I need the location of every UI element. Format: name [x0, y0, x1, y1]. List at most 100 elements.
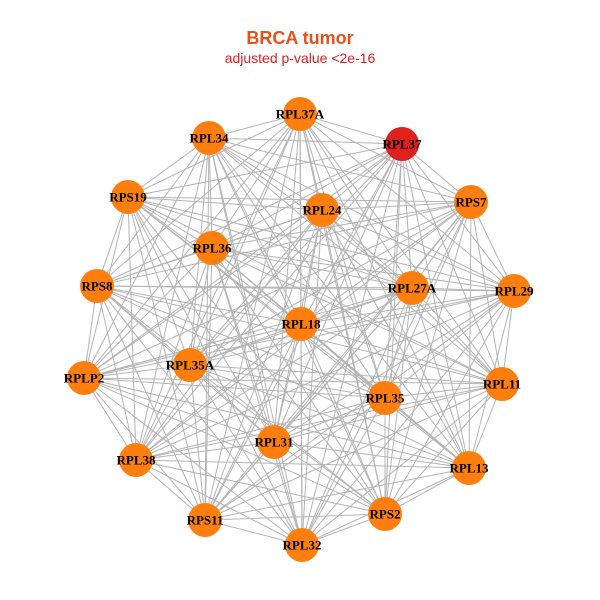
node-rps8[interactable]: RPS8 — [80, 269, 114, 303]
node-circle — [497, 274, 531, 308]
edge — [384, 290, 515, 515]
node-rps2[interactable]: RPS2 — [368, 497, 402, 531]
node-circle — [283, 97, 317, 131]
edge — [208, 137, 503, 385]
node-circle — [305, 193, 339, 227]
edge — [189, 364, 303, 546]
edge — [204, 323, 302, 521]
node-rpl11[interactable]: RPL11 — [483, 367, 521, 401]
edge — [96, 285, 515, 292]
edge — [401, 143, 470, 469]
edge — [83, 137, 210, 379]
node-rpl29[interactable]: RPL29 — [495, 274, 535, 308]
edge — [96, 285, 303, 546]
edge — [189, 364, 503, 385]
node-rps11[interactable]: RPS11 — [187, 503, 224, 537]
node-rpl37[interactable]: RPL37 — [383, 127, 423, 161]
edge — [96, 285, 386, 515]
edge — [83, 287, 413, 379]
node-label: RPL27A — [388, 281, 437, 296]
node-rpl24[interactable]: RPL24 — [303, 193, 343, 227]
edge — [208, 137, 275, 443]
edge — [211, 247, 303, 546]
node-circle — [80, 269, 114, 303]
node-label: RPL24 — [303, 203, 343, 218]
node-rpl32[interactable]: RPL32 — [283, 528, 322, 562]
edge — [299, 113, 515, 292]
edge — [83, 247, 213, 379]
edge — [135, 290, 515, 461]
node-label: RPL29 — [495, 284, 535, 299]
node-label: RPL35 — [366, 391, 406, 406]
edge — [208, 137, 303, 546]
edge — [189, 290, 515, 366]
edge — [83, 113, 301, 379]
edge — [300, 201, 472, 325]
edge — [127, 196, 472, 203]
edge — [189, 143, 403, 366]
edge — [384, 383, 503, 399]
edge — [83, 377, 386, 515]
node-circle — [485, 367, 519, 401]
node-label: RPL31 — [255, 435, 294, 450]
edge — [208, 137, 302, 325]
node-rps19[interactable]: RPS19 — [109, 180, 147, 214]
edge — [384, 143, 403, 399]
node-rpl34[interactable]: RPL34 — [190, 121, 230, 155]
node-label: RPS7 — [455, 195, 487, 210]
node-label: RPS8 — [81, 279, 113, 294]
edge — [96, 285, 302, 325]
edge — [189, 247, 213, 366]
node-label: RPL35A — [166, 358, 215, 373]
node-label: RPS11 — [187, 513, 224, 528]
edge — [135, 441, 275, 461]
edge — [204, 467, 470, 521]
edge — [384, 383, 503, 515]
edge — [83, 201, 472, 379]
edge — [83, 377, 386, 399]
edge — [83, 364, 191, 379]
edge — [321, 201, 472, 211]
node-rpl38[interactable]: RPL38 — [117, 443, 157, 477]
edge — [208, 137, 515, 292]
node-circle — [285, 528, 319, 562]
edge — [96, 285, 470, 469]
node-rpl27a[interactable]: RPL27A — [388, 271, 437, 305]
edge — [321, 209, 470, 469]
edge — [96, 285, 386, 399]
node-circle — [257, 425, 291, 459]
node-rpl35a[interactable]: RPL35A — [166, 348, 215, 382]
node-label: RPL38 — [117, 453, 157, 468]
edge — [411, 287, 470, 469]
node-rpl35[interactable]: RPL35 — [366, 381, 406, 415]
node-rpl37a[interactable]: RPL37A — [276, 97, 325, 131]
edge — [135, 397, 386, 461]
node-label: RPL37 — [383, 137, 423, 152]
node-rplp2[interactable]: RPLP2 — [64, 361, 104, 395]
edge — [208, 137, 472, 203]
edge — [83, 377, 503, 385]
edge — [208, 137, 386, 399]
edge — [384, 290, 515, 399]
edge — [127, 196, 515, 292]
node-rpl13[interactable]: RPL13 — [450, 451, 490, 485]
edge — [211, 247, 503, 385]
edge — [204, 441, 275, 521]
node-rpl18[interactable]: RPL18 — [282, 307, 322, 341]
edge — [273, 290, 515, 443]
edge — [411, 201, 472, 289]
edge — [321, 209, 386, 515]
chart-subtitle: adjusted p-value <2e-16 — [224, 50, 376, 66]
node-rpl36[interactable]: RPL36 — [193, 231, 233, 265]
node-circle — [119, 443, 153, 477]
edge — [208, 137, 403, 145]
node-rps7[interactable]: RPS7 — [454, 185, 488, 219]
node-rpl31[interactable]: RPL31 — [255, 425, 294, 459]
node-circle — [284, 307, 318, 341]
edge — [204, 397, 386, 521]
edge — [301, 201, 472, 546]
node-label: RPL34 — [190, 131, 230, 146]
node-circle — [385, 127, 419, 161]
node-label: RPS2 — [369, 507, 400, 522]
node-circle — [195, 231, 229, 265]
